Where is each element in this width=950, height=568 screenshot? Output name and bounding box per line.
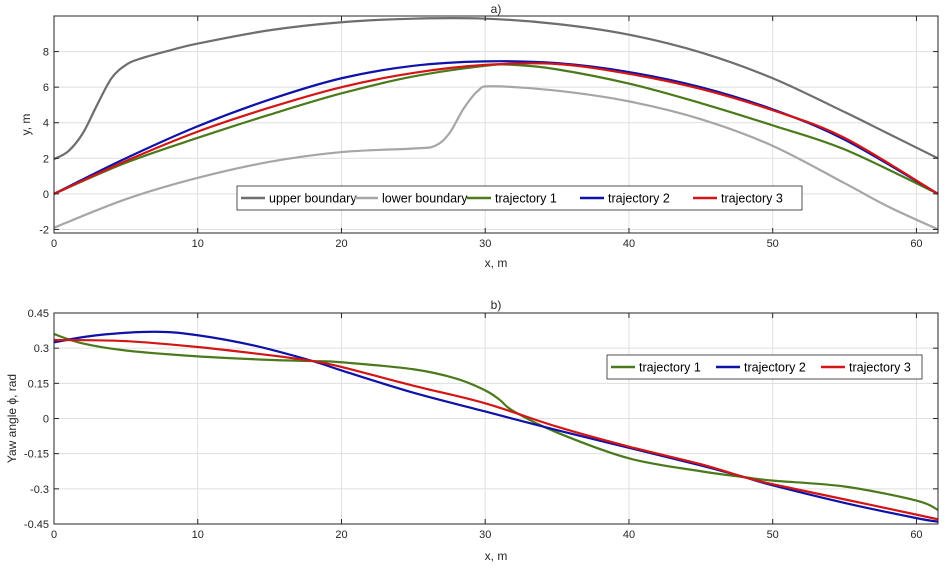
x-tick-label: 30 (479, 529, 491, 541)
x-tick-label: 40 (623, 529, 635, 541)
legend: trajectory 1 trajectory 2 trajectory 3 (606, 354, 923, 380)
x-tick-label: 40 (623, 238, 635, 250)
chart-title: b) (491, 298, 502, 312)
y-axis-label: y, m (19, 114, 33, 136)
x-axis-label: x, m (485, 549, 508, 563)
y-tick-label: -0.15 (24, 449, 49, 461)
x-tick-label: 30 (479, 238, 491, 250)
series-line-trajectory-1 (54, 333, 938, 512)
x-tick-label: 20 (335, 529, 347, 541)
legend-label: trajectory 3 (849, 361, 911, 375)
series-line-trajectory-2 (54, 330, 938, 523)
legend-label: trajectory 2 (744, 361, 806, 375)
chart-title: a) (491, 2, 502, 16)
y-tick-label: 4 (43, 118, 49, 130)
y-tick-label: 0 (43, 414, 49, 426)
series-line-upper-boundary (54, 17, 938, 161)
series-group (54, 17, 938, 231)
x-tick-label: 50 (767, 238, 779, 250)
x-tick-label: 60 (910, 238, 922, 250)
y-tick-label: 0.45 (28, 308, 49, 320)
legend-label: upper boundary (269, 192, 357, 206)
y-axis-label: Yaw angle ϕ, rad (5, 374, 19, 463)
legend-label: lower boundary (382, 192, 468, 206)
series-line-trajectory-3 (54, 338, 938, 521)
x-axis-label: x, m (485, 256, 508, 270)
y-tick-label: -0.3 (30, 484, 49, 496)
x-tick-label: 10 (192, 529, 204, 541)
x-tick-label: 20 (335, 238, 347, 250)
series-line-lower-boundary (54, 85, 938, 231)
legend: upper boundary lower boundary trajectory 1… (236, 185, 803, 211)
series-group (54, 330, 938, 523)
y-tick-label: 0.3 (34, 343, 49, 355)
series-line-trajectory-3 (54, 62, 938, 195)
y-tick-label: -0.45 (24, 519, 49, 531)
y-tick-label: 2 (43, 153, 49, 165)
y-tick-label: 8 (43, 47, 49, 59)
x-tick-label: 60 (910, 529, 922, 541)
y-tick-label: 0 (43, 189, 49, 201)
y-tick-label: 0.15 (28, 378, 49, 390)
legend-label: trajectory 1 (495, 192, 557, 206)
legend-label: trajectory 3 (721, 192, 783, 206)
x-tick-label: 0 (51, 529, 57, 541)
x-tick-label: 10 (192, 238, 204, 250)
legend-label: trajectory 1 (639, 361, 701, 375)
chart-panel-b: 0 10 20 30 40 50 60 -0.45 -0.3 -0.15 0 0.15 0.3 0.45 b… (5, 298, 939, 563)
legend-label: trajectory 2 (608, 192, 670, 206)
y-tick-label: 6 (43, 82, 49, 94)
y-tick-label: -2 (39, 224, 49, 236)
axes-box (53, 15, 939, 234)
x-tick-label: 0 (51, 238, 57, 250)
x-tick-label: 50 (767, 529, 779, 541)
legend-box (606, 354, 923, 380)
